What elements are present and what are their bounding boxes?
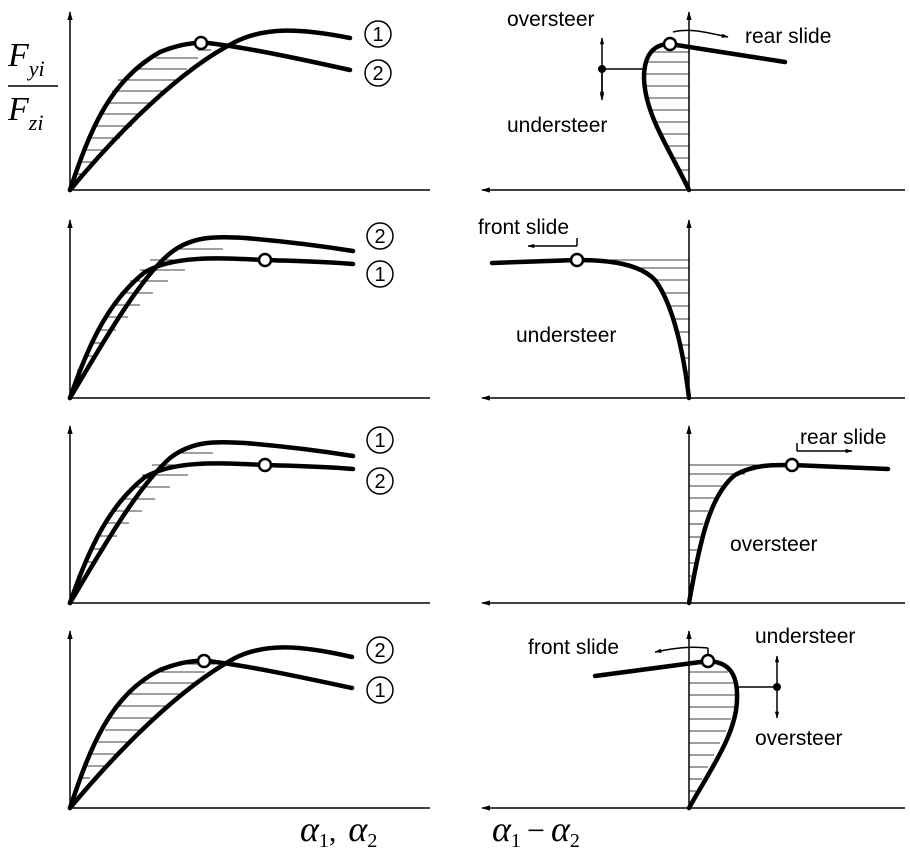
row4-circle-lower (366, 676, 394, 704)
xlabel-left-b-sub: 2 (367, 830, 377, 850)
svg-text:α1,α2: α1, α2 (300, 809, 377, 850)
row4-right-hatch (689, 663, 737, 792)
row3-left-hatch (77, 452, 265, 577)
ylabel-num-main: F (7, 37, 30, 74)
row2-left-marker-dot (257, 252, 273, 268)
row2-marker-upper: 2 (374, 226, 385, 248)
xlabel-left-a-sub: 1 (319, 830, 329, 850)
row1-label-oversteer: oversteer (507, 8, 595, 31)
svg-text:Fyi: Fyi (7, 37, 45, 81)
row4-left-curve-2 (67, 645, 355, 811)
row3-marker-upper: 1 (374, 430, 385, 452)
row4-left-curve-1 (67, 658, 355, 811)
row3-left-curve-1 (67, 439, 356, 606)
row2-label-front-slide: front slide (478, 216, 569, 239)
row1-circle-2 (364, 59, 392, 87)
row2-circle-lower (366, 260, 394, 288)
row4-marker-upper: 2 (374, 640, 385, 662)
row-2: 2 1 front slide understeer (67, 216, 905, 401)
row4-label-oversteer: oversteer (755, 727, 843, 750)
row4-label-front-slide: front slide (528, 636, 619, 659)
row3-left-curve-2 (67, 461, 356, 606)
row3-circle-upper (366, 426, 394, 454)
row3-right-marker-dot (784, 457, 800, 473)
row4-front-slide-arrow (654, 646, 709, 653)
row1-circle-1 (364, 20, 392, 48)
row1-left-curve-2 (67, 40, 353, 193)
row1-right-marker-dot (662, 36, 678, 52)
row3-right-hatch (689, 464, 790, 577)
row1-marker-upper: 1 (372, 24, 383, 46)
xlabel-right-b-sub: 2 (570, 830, 580, 850)
row1-label-rear-slide: rear slide (745, 25, 831, 48)
row1-rear-slide-arrow (672, 29, 729, 38)
row-3: 1 2 rear slide oversteer (67, 425, 905, 606)
ylabel-den-main: F (7, 91, 30, 128)
row1-marker-lower: 2 (372, 63, 383, 85)
xlabel-left-sep: , (329, 815, 337, 848)
svg-text:Fzi: Fzi (7, 91, 43, 135)
xlabel-right-a-sub: 1 (511, 830, 521, 850)
svg-text:α1−α2: α1− α2 (492, 809, 580, 850)
y-axis-label: Fyi Fzi (7, 37, 58, 135)
row2-right-marker-dot (569, 252, 585, 268)
row2-left-hatch (77, 248, 270, 371)
row4-right-marker-dot (700, 653, 716, 669)
xlabel-right-a: α (492, 809, 512, 849)
ylabel-num-sub: yi (27, 56, 45, 81)
row4-right-curve (592, 658, 740, 811)
row3-right-curve (686, 462, 891, 606)
row4-left-hatch (74, 663, 215, 791)
row1-label-understeer: understeer (507, 114, 607, 137)
row1-left-marker-dot (193, 35, 209, 51)
xlabel-right-b: α (551, 809, 571, 849)
xlabel-left-a: α (300, 809, 320, 849)
row4-marker-lower: 1 (374, 680, 385, 702)
row2-label-understeer: understeer (516, 324, 616, 347)
row3-left-marker-dot (257, 457, 273, 473)
row1-left-curve-1 (67, 28, 353, 193)
ylabel-den-sub: zi (28, 110, 44, 135)
row2-right-curve (489, 257, 692, 401)
row2-left-curve-1 (67, 256, 356, 401)
row4-label-understeer: understeer (755, 625, 855, 648)
row4-left-marker-dot (196, 653, 212, 669)
row1-right-curve (641, 41, 788, 193)
row-4: 2 1 understeer front slide oversteer (67, 625, 905, 811)
row3-marker-lower: 2 (374, 471, 385, 493)
row-1: 1 2 oversteer understeer rear slide (67, 8, 905, 193)
xlabel-left-b: α (348, 809, 368, 849)
row2-left-curve-2 (67, 234, 356, 401)
x-axis-label-left: α1, α2 (300, 809, 377, 850)
row2-marker-lower: 1 (374, 264, 385, 286)
row2-circle-upper (366, 222, 394, 250)
row4-circle-upper (366, 636, 394, 664)
row3-label-rear-slide: rear slide (800, 426, 886, 449)
row3-label-oversteer: oversteer (730, 533, 818, 556)
xlabel-right-op: − (527, 812, 545, 848)
row3-circle-lower (366, 467, 394, 495)
x-axis-label-right: α1− α2 (492, 809, 580, 850)
